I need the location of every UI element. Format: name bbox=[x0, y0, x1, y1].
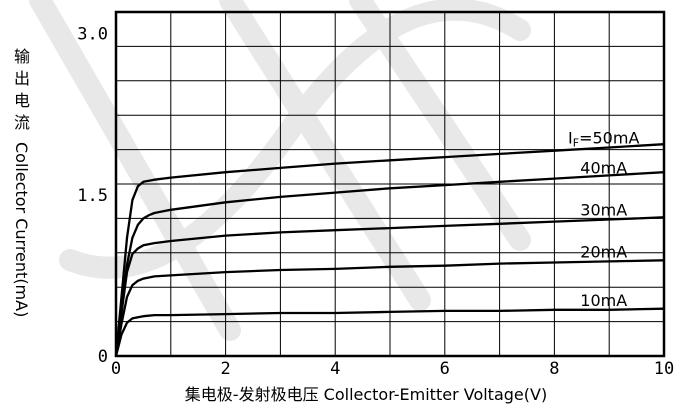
y-axis-title-cn-char: 电 bbox=[14, 91, 30, 110]
series-curve-2 bbox=[114, 216, 665, 357]
label-main: I bbox=[568, 128, 573, 147]
series-label: 40mA bbox=[580, 158, 627, 177]
plot-frame bbox=[114, 10, 666, 358]
x-tick-label: 4 bbox=[330, 359, 340, 379]
x-tick-label: 8 bbox=[549, 359, 559, 379]
series-layer bbox=[114, 143, 665, 357]
series-label: 20mA bbox=[580, 242, 627, 261]
series-curve-0 bbox=[114, 143, 665, 357]
label-subscript: F bbox=[573, 136, 579, 149]
y-axis-title-cn-char: 流 bbox=[14, 113, 30, 132]
watermark bbox=[29, 0, 531, 341]
x-tick-label: 6 bbox=[440, 359, 450, 379]
y-tick-label: 0 bbox=[98, 347, 108, 367]
series-curve-1 bbox=[114, 171, 665, 357]
series-curve-4 bbox=[114, 307, 665, 357]
series-curve-3 bbox=[114, 259, 665, 357]
x-tick-label: 2 bbox=[220, 359, 230, 379]
y-tick-label: 3.0 bbox=[77, 25, 108, 45]
y-axis-title-cn-char: 输 bbox=[14, 47, 30, 66]
series-label: 30mA bbox=[580, 200, 627, 219]
watermark-stroke-0 bbox=[29, 0, 241, 341]
grid bbox=[116, 12, 664, 356]
x-tick-label: 10 bbox=[654, 359, 674, 379]
x-tick-label: 0 bbox=[111, 359, 121, 379]
y-axis-title-cn-char: 出 bbox=[14, 69, 30, 88]
series-label: IF=50mA bbox=[568, 128, 639, 149]
label-rest: =50mA bbox=[579, 128, 639, 147]
series-label: 10mA bbox=[580, 291, 627, 310]
y-tick-label: 1.5 bbox=[77, 186, 108, 206]
y-axis-title-en: Collector Current(mA) bbox=[12, 142, 31, 317]
x-axis-title: 集电极-发射极电压 Collector-Emitter Voltage(V) bbox=[185, 385, 547, 404]
labels: 0 2 4 6 8 10 0 1.5 3.0 IF=50mA 40mA 30mA 20mA 10mA 集电极… bbox=[12, 25, 674, 405]
watermark-stroke-3 bbox=[59, 0, 531, 279]
plot-border bbox=[114, 10, 666, 358]
